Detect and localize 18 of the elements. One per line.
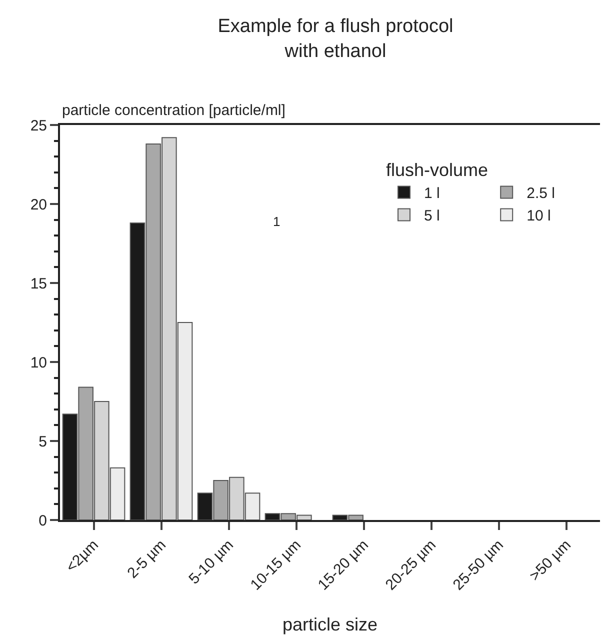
y-tick-label: 0 (38, 512, 47, 530)
x-tick-label: 2-5 µm (124, 536, 170, 582)
y-tick-label: 20 (30, 196, 47, 214)
x-axis-title: particle size (282, 614, 378, 634)
y-tick-label: 25 (30, 117, 47, 134)
annotation: 1 (273, 214, 280, 229)
y-tick-label: 15 (30, 275, 47, 292)
y-axis-title: particle concentration [particle/ml] (62, 102, 286, 119)
y-tick-label: 10 (30, 354, 47, 372)
chart-title: Example for a flush protocol with ethanol (218, 16, 454, 62)
x-tick-label: 5-10 µm (186, 536, 237, 588)
legend-title: flush-volume (386, 160, 488, 180)
legend-label: 2.5 l (526, 185, 555, 202)
x-tick-label: >50 µm (526, 536, 574, 585)
legend-label: 10 l (526, 208, 551, 225)
legend-label: 1 l (424, 185, 440, 202)
legend-label: 5 l (424, 208, 440, 225)
y-tick-label: 5 (38, 433, 47, 450)
